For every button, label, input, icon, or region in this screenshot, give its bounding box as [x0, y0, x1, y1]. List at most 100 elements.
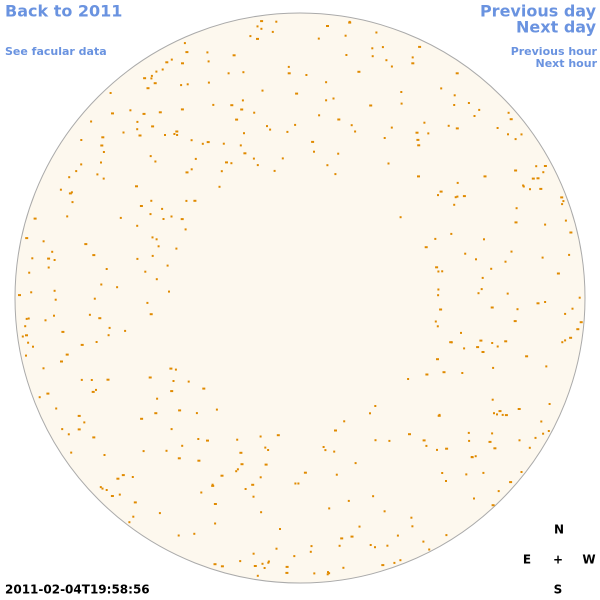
facula [116, 477, 120, 480]
facula [439, 308, 443, 311]
facula [434, 237, 437, 240]
facula [569, 336, 573, 339]
facula [25, 237, 29, 240]
facula [481, 276, 484, 279]
facula [281, 157, 284, 160]
faculae [18, 20, 583, 577]
facula [162, 218, 165, 220]
facula [230, 162, 233, 165]
facula [493, 447, 497, 450]
facula [261, 89, 264, 92]
facula [101, 136, 105, 139]
facula [269, 128, 272, 131]
facula [187, 380, 190, 383]
facula [83, 421, 86, 424]
facula [424, 246, 428, 249]
facula [260, 27, 263, 30]
facula [442, 371, 446, 374]
facula [345, 54, 348, 56]
facula [253, 565, 257, 567]
facula [170, 215, 173, 218]
facula [106, 378, 110, 381]
facula [344, 34, 347, 37]
facula [242, 71, 245, 74]
facula [556, 272, 560, 275]
facula [464, 252, 467, 255]
facula [142, 450, 145, 453]
facula [240, 463, 244, 466]
timestamp: 2011-02-04T19:58:56 [5, 583, 150, 597]
facula [91, 390, 95, 393]
facula [28, 271, 31, 274]
facula [90, 120, 93, 123]
facula [175, 247, 178, 250]
facula [170, 58, 173, 61]
facular-link[interactable]: See facular data [5, 45, 107, 58]
facula [25, 354, 27, 357]
facula [108, 326, 111, 329]
facula [562, 200, 565, 203]
facula [542, 171, 545, 174]
facula [396, 534, 399, 537]
next-day-link[interactable]: Next day [516, 18, 597, 37]
facula [313, 572, 316, 575]
facula [155, 238, 158, 241]
facula [24, 325, 27, 328]
facula [241, 99, 244, 102]
facula [136, 128, 139, 131]
facula [143, 77, 147, 80]
facula [516, 308, 519, 311]
facula [333, 450, 336, 453]
facula [498, 410, 502, 413]
facula [105, 489, 108, 491]
facula [61, 428, 64, 431]
compass-south: S [554, 583, 563, 597]
facula [170, 390, 174, 393]
facula [374, 439, 377, 442]
facula [483, 238, 485, 241]
facula [509, 118, 513, 121]
facula [490, 267, 493, 270]
facula [118, 493, 121, 496]
facula [285, 565, 289, 568]
facula [415, 131, 419, 134]
facula [390, 126, 393, 129]
facula [343, 420, 346, 423]
facula [496, 127, 499, 129]
facula [328, 572, 331, 575]
facula [66, 215, 69, 218]
facula [243, 152, 247, 155]
next-hour-link[interactable]: Next hour [536, 57, 598, 70]
facula [201, 142, 204, 145]
facula [256, 164, 259, 167]
facula [491, 432, 494, 435]
previous-hour-link[interactable]: Previous hour [511, 45, 598, 58]
back-link[interactable]: Back to 2011 [5, 2, 122, 21]
facula [165, 449, 168, 452]
facula [263, 567, 266, 569]
facula [372, 495, 375, 498]
facula [124, 329, 127, 332]
facula [325, 99, 328, 102]
facula [520, 133, 523, 136]
facula [437, 194, 439, 197]
facula [528, 446, 531, 449]
facula [294, 123, 297, 126]
facula [129, 109, 132, 112]
facula [322, 446, 325, 448]
facula [170, 428, 173, 431]
facula [275, 547, 278, 550]
previous-day-link[interactable]: Previous day [480, 2, 597, 21]
facula [47, 266, 50, 269]
facula [185, 51, 189, 54]
facula [271, 30, 274, 33]
facula [236, 438, 239, 441]
facula [285, 571, 289, 574]
facula [249, 35, 252, 38]
facula [425, 444, 428, 447]
facula [202, 387, 206, 390]
facula [54, 298, 57, 301]
facula [436, 448, 438, 451]
facula [161, 207, 164, 210]
